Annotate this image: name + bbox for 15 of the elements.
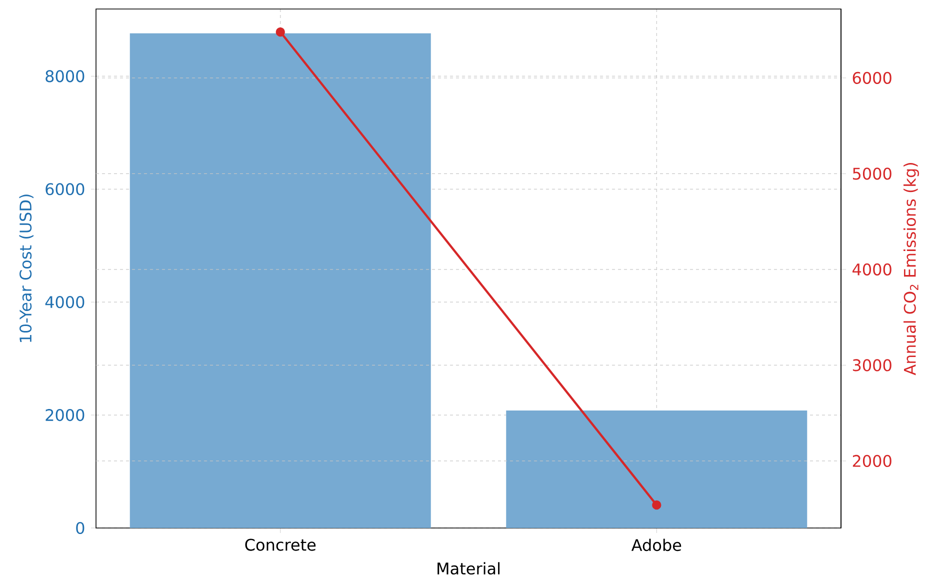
- y2-tick-label: 2000: [852, 454, 892, 467]
- y-tick-label: 8000: [46, 70, 84, 82]
- y-tick-label: 4000: [45, 296, 84, 308]
- y-tick-label: 2000: [46, 408, 84, 422]
- x-tick-label: Concrete: [245, 538, 316, 551]
- x-tick-label: Adobe: [631, 538, 682, 552]
- y2-axis-title: Annual CO$_{2}$ Emissions (kg): [904, 163, 919, 376]
- x-axis-title: Material: [438, 562, 500, 575]
- y-axis-title: 10-Year Cost (USD): [19, 194, 34, 342]
- y-tick-label: 0: [76, 522, 84, 534]
- y2-tick-label: 5000: [852, 168, 892, 180]
- y2-tick-label: 4000: [852, 263, 892, 276]
- y2-tick-label: 6000: [852, 72, 892, 84]
- y-tick-label: 6000: [46, 183, 84, 196]
- y2-tick-label: 3000: [852, 359, 892, 372]
